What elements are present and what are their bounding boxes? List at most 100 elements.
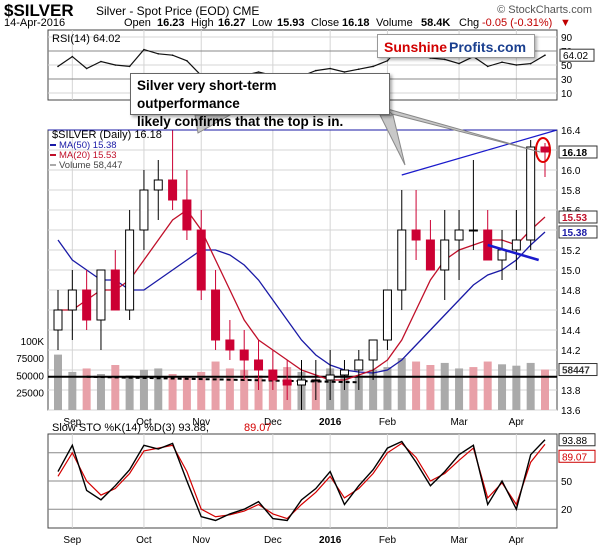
close-label: Close bbox=[311, 17, 340, 29]
price-y-tick-label: 13.6 bbox=[561, 406, 581, 417]
volume-label: Volume bbox=[376, 17, 413, 29]
rsi-point bbox=[458, 62, 460, 65]
volume-bar bbox=[412, 361, 421, 410]
low-value: 15.93 bbox=[277, 17, 305, 29]
rsi-y-tick-label: 10 bbox=[561, 89, 573, 100]
ma20-value-label: 15.53 bbox=[562, 213, 587, 224]
close-value-label-box bbox=[558, 145, 598, 159]
volume-bar bbox=[340, 374, 349, 410]
volume-bar bbox=[369, 369, 378, 410]
volume-bar bbox=[268, 376, 277, 410]
ma50-value-label-box bbox=[558, 225, 598, 239]
volume-value: 58.4K bbox=[421, 17, 451, 29]
rsi-point bbox=[85, 67, 88, 70]
logo-part-2: Profits.com bbox=[449, 39, 527, 55]
chart-subtitle: Silver - Spot Price (EOD) CME bbox=[96, 4, 260, 18]
candle-body bbox=[254, 359, 264, 371]
rsi-point bbox=[501, 61, 503, 63]
volume-bar bbox=[426, 365, 435, 410]
volume-bar bbox=[483, 361, 492, 410]
ma50-value-label: 15.38 bbox=[562, 228, 587, 239]
candle-body bbox=[382, 289, 392, 341]
candle-body bbox=[196, 229, 206, 291]
annotation-callout: Silver very short-term outperformance li… bbox=[130, 73, 390, 129]
rsi-point bbox=[128, 65, 131, 68]
rsi-point bbox=[186, 60, 188, 62]
close-value-label: 16.18 bbox=[562, 148, 587, 159]
volume-bar bbox=[397, 358, 406, 410]
annotation-pointer-mid bbox=[379, 114, 406, 166]
price-x-tick-label: Nov bbox=[192, 417, 210, 428]
rsi-point bbox=[329, 67, 331, 70]
symbol-title: $SILVER bbox=[4, 1, 74, 20]
volume-bar bbox=[512, 365, 521, 410]
price-y-tick-label: 13.8 bbox=[561, 386, 581, 397]
low-label: Low bbox=[252, 17, 273, 29]
volume-bar bbox=[68, 371, 77, 410]
close-value: 16.18 bbox=[342, 17, 370, 29]
volume-bar bbox=[82, 368, 91, 410]
candle-body bbox=[53, 309, 63, 331]
price-x-tick-label: Oct bbox=[136, 417, 152, 428]
candle-body bbox=[139, 189, 149, 231]
rsi-point bbox=[372, 65, 374, 68]
volume-y-tick-label: 25000 bbox=[16, 389, 44, 400]
volume-bar bbox=[96, 374, 105, 410]
volume-bar bbox=[455, 368, 464, 410]
rsi-point bbox=[544, 54, 546, 56]
volume-y-tick-label: 100K bbox=[21, 337, 45, 348]
sto-x-tick-label: Feb bbox=[379, 535, 397, 546]
rsi-point bbox=[315, 69, 317, 72]
volume-bar bbox=[469, 367, 478, 410]
candle-body bbox=[497, 249, 507, 261]
rsi-point bbox=[157, 53, 160, 55]
rsi-title: RSI(14) 64.02 bbox=[52, 33, 120, 45]
volume-bar bbox=[225, 368, 234, 410]
candle-body bbox=[440, 239, 450, 271]
candle-body bbox=[82, 289, 92, 321]
rsi-y-tick-label: 30 bbox=[561, 75, 573, 86]
annotation-pointer-left bbox=[194, 114, 232, 134]
high-value: 16.27 bbox=[218, 17, 246, 29]
rsi-point bbox=[357, 68, 360, 70]
volume-bar bbox=[526, 362, 535, 410]
quote-date: 14-Apr-2016 bbox=[4, 17, 66, 29]
candle-body bbox=[325, 374, 335, 381]
down-arrow-icon: ▼ bbox=[560, 17, 571, 29]
candle-body bbox=[411, 229, 421, 241]
rsi-point bbox=[143, 48, 145, 51]
volume-bar bbox=[211, 361, 220, 410]
candle-body bbox=[168, 179, 178, 201]
volume-y-tick-label: 50000 bbox=[16, 371, 44, 382]
high-label: High bbox=[191, 17, 214, 29]
volume-bar bbox=[139, 369, 148, 410]
rsi-point bbox=[71, 55, 74, 58]
price-x-tick-label: Dec bbox=[264, 417, 282, 428]
sto-legend-d: 89.07 bbox=[244, 422, 272, 434]
sto-y-tick-label: 50 bbox=[561, 477, 573, 488]
volume-bar bbox=[354, 375, 363, 410]
sto-legend-k: Slow STO %K(14) %D(3) 93.88, bbox=[52, 422, 209, 434]
candle-body bbox=[239, 349, 249, 361]
price-x-tick-label: Apr bbox=[509, 417, 525, 428]
rsi-point bbox=[386, 60, 389, 62]
candle-body bbox=[110, 269, 120, 311]
sto-x-tick-label: 2016 bbox=[319, 535, 342, 546]
candle-body bbox=[282, 379, 292, 386]
candle-body bbox=[153, 179, 163, 191]
volume-bar bbox=[240, 369, 249, 410]
legend-swatch bbox=[50, 164, 56, 166]
annotation-line-2: likely confirms that the top is in. bbox=[137, 114, 344, 129]
rsi-point bbox=[515, 64, 518, 66]
sto-k-line bbox=[57, 439, 546, 522]
candle-body bbox=[540, 146, 550, 153]
volume-bar bbox=[125, 375, 134, 410]
price-y-tick-label: 14.6 bbox=[561, 306, 581, 317]
price-y-tick-label: 14.4 bbox=[561, 326, 581, 337]
price-x-tick-label: 2016 bbox=[319, 417, 342, 428]
candle-body bbox=[182, 199, 192, 231]
sto-d-value-label: 89.07 bbox=[562, 452, 587, 463]
price-x-tick-label: Feb bbox=[379, 417, 397, 428]
volume-bar bbox=[254, 375, 263, 410]
candle-body bbox=[454, 229, 464, 241]
